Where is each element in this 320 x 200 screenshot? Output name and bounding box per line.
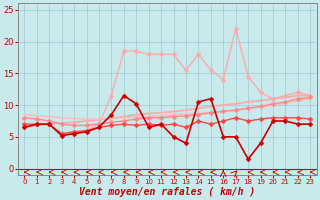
X-axis label: Vent moyen/en rafales ( km/h ): Vent moyen/en rafales ( km/h ) (79, 187, 255, 197)
